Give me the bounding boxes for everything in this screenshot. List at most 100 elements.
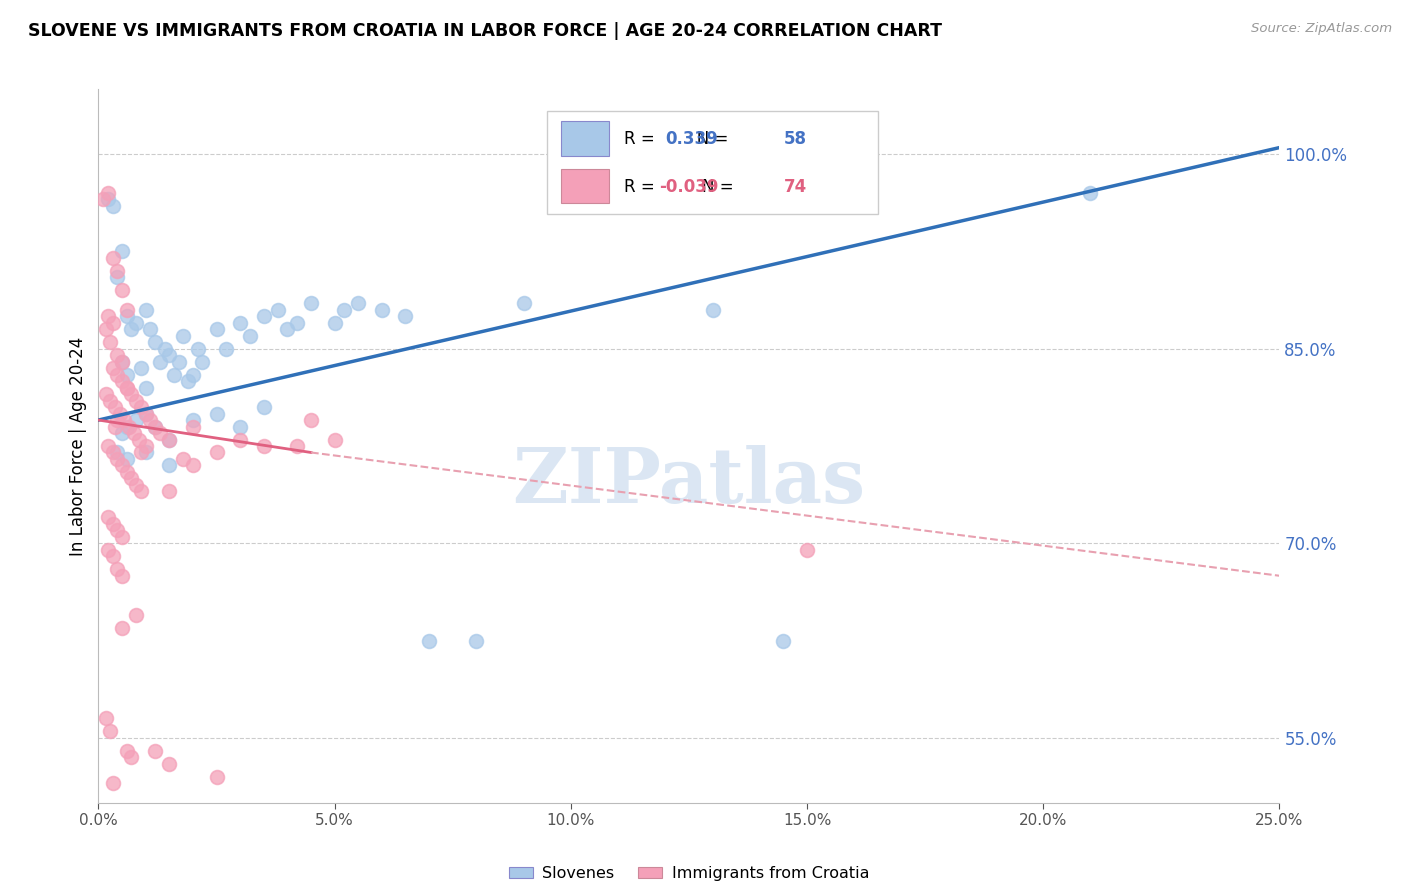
Point bbox=[91, 193, 114, 207]
Point bbox=[143, 419, 166, 434]
Point bbox=[276, 322, 298, 336]
Point bbox=[253, 400, 276, 414]
Point bbox=[97, 310, 120, 324]
Point bbox=[122, 425, 145, 440]
Point bbox=[418, 633, 440, 648]
Point bbox=[111, 458, 134, 473]
Point bbox=[323, 433, 346, 447]
Point bbox=[121, 750, 143, 764]
Point bbox=[253, 439, 276, 453]
Point bbox=[129, 361, 152, 376]
Point bbox=[702, 302, 724, 317]
Point bbox=[98, 335, 121, 350]
Point bbox=[125, 393, 148, 408]
Point bbox=[105, 413, 128, 427]
Text: R =        N =: R = N = bbox=[624, 130, 734, 148]
Point bbox=[97, 439, 120, 453]
Point bbox=[253, 310, 276, 324]
Point bbox=[299, 296, 322, 310]
Point bbox=[101, 445, 124, 459]
Point bbox=[299, 413, 322, 427]
Point bbox=[135, 302, 157, 317]
Point bbox=[101, 776, 124, 790]
Point bbox=[153, 342, 176, 356]
Point bbox=[108, 407, 131, 421]
Point bbox=[143, 744, 166, 758]
Text: 74: 74 bbox=[783, 178, 807, 196]
Point bbox=[97, 510, 120, 524]
Point bbox=[101, 316, 124, 330]
Point bbox=[172, 452, 194, 467]
Point bbox=[135, 439, 157, 453]
Point bbox=[94, 322, 117, 336]
Point bbox=[105, 445, 128, 459]
Point bbox=[97, 186, 120, 200]
Point bbox=[115, 302, 138, 317]
Text: ZIPatlas: ZIPatlas bbox=[512, 445, 866, 518]
Text: 58: 58 bbox=[783, 130, 807, 148]
Point bbox=[157, 433, 180, 447]
Point bbox=[205, 770, 228, 784]
Point bbox=[157, 458, 180, 473]
Point bbox=[1080, 186, 1102, 200]
Point bbox=[105, 264, 128, 278]
Point bbox=[187, 342, 209, 356]
Point bbox=[149, 354, 172, 368]
Point bbox=[121, 471, 143, 485]
Point bbox=[101, 361, 124, 376]
Point bbox=[111, 568, 134, 582]
Point bbox=[205, 322, 228, 336]
Point bbox=[111, 354, 134, 368]
Point bbox=[181, 419, 204, 434]
Point bbox=[105, 524, 128, 538]
Point bbox=[121, 387, 143, 401]
Point bbox=[125, 607, 148, 622]
Point bbox=[97, 193, 120, 207]
Point bbox=[465, 633, 488, 648]
Point bbox=[101, 516, 124, 531]
Point bbox=[125, 413, 148, 427]
Text: -0.039: -0.039 bbox=[659, 178, 718, 196]
Legend: Slovenes, Immigrants from Croatia: Slovenes, Immigrants from Croatia bbox=[502, 860, 876, 888]
Point bbox=[111, 621, 134, 635]
Point bbox=[267, 302, 290, 317]
Point bbox=[796, 542, 818, 557]
Point bbox=[101, 199, 124, 213]
Point bbox=[371, 302, 394, 317]
Point bbox=[347, 296, 370, 310]
Point bbox=[135, 381, 157, 395]
Point bbox=[285, 316, 308, 330]
Bar bbox=[561, 169, 609, 203]
Point bbox=[157, 484, 180, 499]
Bar bbox=[561, 121, 609, 155]
Point bbox=[135, 445, 157, 459]
Point bbox=[167, 354, 190, 368]
Point bbox=[143, 419, 166, 434]
Point bbox=[111, 354, 134, 368]
Point bbox=[143, 335, 166, 350]
Point bbox=[101, 549, 124, 564]
FancyBboxPatch shape bbox=[547, 111, 877, 214]
Point bbox=[115, 368, 138, 382]
Point bbox=[129, 400, 152, 414]
Point bbox=[115, 419, 138, 434]
Point bbox=[94, 711, 117, 725]
Point bbox=[115, 452, 138, 467]
Point bbox=[105, 562, 128, 576]
Point bbox=[125, 316, 148, 330]
Point bbox=[285, 439, 308, 453]
Point bbox=[157, 348, 180, 362]
Point bbox=[181, 413, 204, 427]
Point bbox=[205, 445, 228, 459]
Point bbox=[163, 368, 186, 382]
Point bbox=[115, 744, 138, 758]
Point bbox=[94, 387, 117, 401]
Point bbox=[115, 381, 138, 395]
Point bbox=[157, 433, 180, 447]
Point bbox=[111, 374, 134, 388]
Point bbox=[333, 302, 356, 317]
Point bbox=[135, 407, 157, 421]
Point bbox=[98, 393, 121, 408]
Text: SLOVENE VS IMMIGRANTS FROM CROATIA IN LABOR FORCE | AGE 20-24 CORRELATION CHART: SLOVENE VS IMMIGRANTS FROM CROATIA IN LA… bbox=[28, 22, 942, 40]
Point bbox=[105, 452, 128, 467]
